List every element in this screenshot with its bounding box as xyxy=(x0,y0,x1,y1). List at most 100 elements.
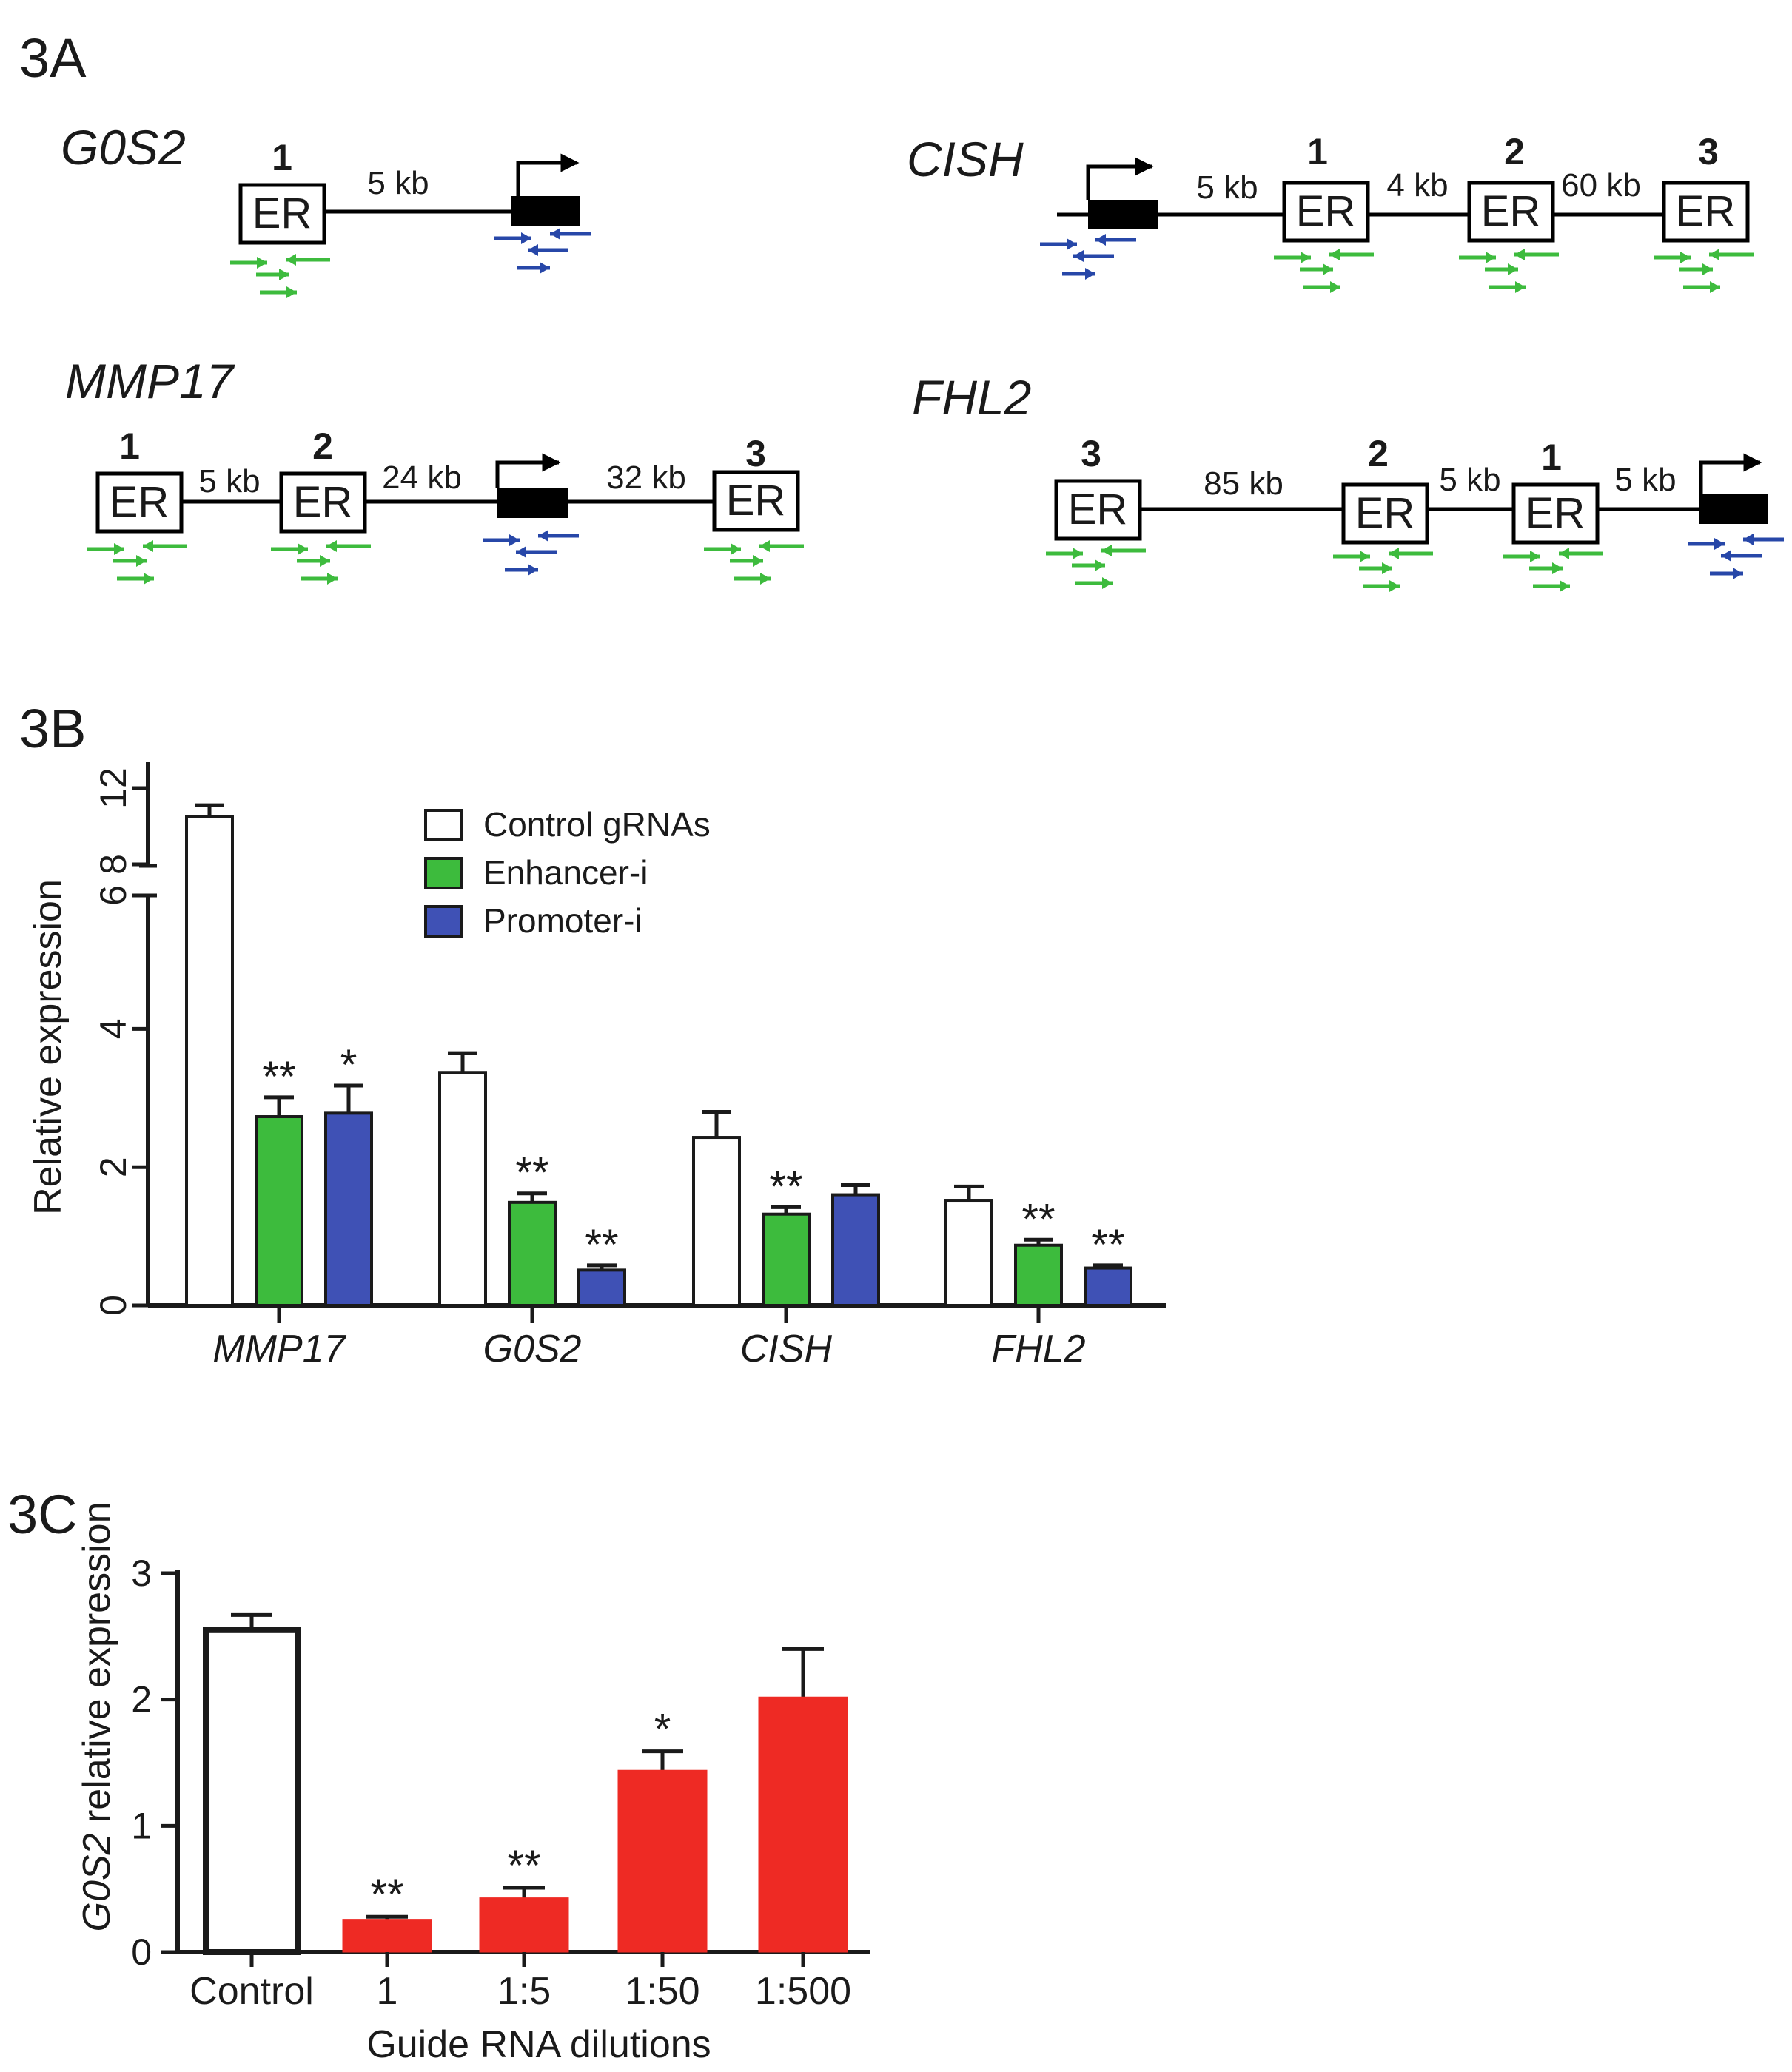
x-tick-label-3b: FHL2 xyxy=(991,1328,1085,1370)
primer-arrow xyxy=(516,546,557,558)
promoter-block xyxy=(511,196,580,226)
y-tick-label-3c: 1 xyxy=(131,1805,152,1846)
x-tick-label-3b: G0S2 xyxy=(483,1328,582,1370)
x-tick-label-3c: 1:500 xyxy=(755,1970,851,2013)
tss-arrow xyxy=(495,453,561,488)
tss-arrow xyxy=(1086,157,1154,200)
primer-arrow xyxy=(1303,281,1340,293)
primer-arrow xyxy=(517,262,550,274)
x-axis-title-3c: Guide RNA dilutions xyxy=(366,2023,711,2066)
enhancer-number: 3 xyxy=(745,433,766,474)
bar-3b xyxy=(185,815,234,1307)
er-label: ER xyxy=(1068,485,1128,534)
primer-arrow xyxy=(759,540,804,552)
primer-arrow xyxy=(286,254,330,266)
primer-arrow xyxy=(505,564,538,576)
x-tick-label-3b: MMP17 xyxy=(212,1328,346,1370)
distance-label: 85 kb xyxy=(1204,465,1283,502)
er-label: ER xyxy=(726,477,786,525)
primer-arrow xyxy=(1389,548,1433,559)
significance-mark-3c: ** xyxy=(507,1842,540,1890)
primer-arrow xyxy=(1514,249,1559,260)
bar-3c xyxy=(479,1897,569,1953)
significance-mark-3b: ** xyxy=(515,1149,548,1197)
enhancer-number: 2 xyxy=(1368,433,1389,474)
enhancer-number: 3 xyxy=(1081,433,1101,474)
primer-arrow xyxy=(117,573,154,585)
x-tick-label-3c: 1 xyxy=(377,1970,398,2013)
locus-g0s2: G0S2 ER 1 5 kb xyxy=(61,120,580,245)
primer-arrow xyxy=(1533,580,1570,592)
y-tick-label-3b: 6 xyxy=(93,885,134,906)
y-tick-label-3b: 2 xyxy=(93,1157,134,1177)
primer-arrow xyxy=(1688,538,1725,550)
y-axis-title-rest: relative expression xyxy=(75,1502,118,1834)
primer-arrow xyxy=(1040,238,1077,250)
primer-arrow xyxy=(1721,550,1762,562)
er-label: ER xyxy=(1481,187,1541,235)
tss-arrow xyxy=(1699,453,1762,494)
significance-mark-3b: ** xyxy=(769,1163,802,1211)
bar-3b xyxy=(944,1199,993,1307)
chart-3c: G0S2 relative expression Guide RNA dilut… xyxy=(75,1502,870,2066)
promoter-block xyxy=(1088,200,1158,229)
significance-mark-3b: ** xyxy=(262,1053,295,1101)
bar-3b xyxy=(255,1115,303,1307)
bar-3b xyxy=(1014,1243,1063,1307)
legend-swatch-3b xyxy=(424,809,463,841)
primer-arrow xyxy=(483,534,520,546)
gene-name-cish: CISH xyxy=(907,132,1024,186)
primer-arrow xyxy=(734,573,771,585)
primer-arrows xyxy=(87,228,1784,592)
primer-arrow xyxy=(1046,548,1083,559)
gene-name-fhl2: FHL2 xyxy=(912,370,1031,425)
primer-arrow xyxy=(1363,580,1400,592)
enhancer-number: 3 xyxy=(1698,131,1719,172)
primer-arrow xyxy=(256,269,289,280)
gene-locus-diagram: G0S2 ER 1 5 kb CISH ER 1 ER 2 ER 3 5 kb … xyxy=(61,120,1784,592)
bar-3c xyxy=(203,1627,301,1956)
bar-3c xyxy=(758,1696,848,1953)
primer-arrow xyxy=(1489,281,1526,293)
primer-arrow xyxy=(538,530,579,542)
y-axis-title-3b: Relative expression xyxy=(27,879,70,1215)
legend-label-3b: Enhancer-i xyxy=(483,853,648,892)
y-tick-label-3b: 12 xyxy=(93,767,134,809)
promoter-block xyxy=(1699,494,1768,524)
significance-mark-3b: * xyxy=(340,1041,358,1089)
legend-swatch-3b xyxy=(424,857,463,889)
primer-arrow xyxy=(1073,250,1114,262)
primer-arrow xyxy=(1300,263,1333,275)
er-label: ER xyxy=(1296,187,1356,235)
distance-label: 5 kb xyxy=(367,165,429,201)
er-label: ER xyxy=(1526,489,1585,537)
locus-mmp17: MMP17 ER 1 ER 2 ER 3 5 kb 24 kb 32 kb xyxy=(65,354,800,534)
primer-arrow xyxy=(1485,263,1518,275)
y-tick-label-3b: 8 xyxy=(93,854,134,875)
primer-arrow xyxy=(301,573,338,585)
er-label: ER xyxy=(1355,489,1415,537)
primer-arrow xyxy=(1359,562,1392,574)
primer-arrow xyxy=(1101,545,1146,556)
primer-arrow xyxy=(1329,249,1374,260)
distance-label: 5 kb xyxy=(198,463,260,500)
enhancer-number: 1 xyxy=(119,426,140,467)
distance-label: 4 kb xyxy=(1386,167,1448,204)
y-axis-title-3c: G0S2 relative expression xyxy=(75,1502,118,1932)
legend-swatch-3b xyxy=(424,905,463,938)
distance-label: 5 kb xyxy=(1196,169,1258,206)
primer-arrow xyxy=(260,286,297,298)
primer-arrow xyxy=(87,543,124,555)
y-tick-label-3b: 4 xyxy=(93,1018,134,1039)
bar-3c xyxy=(617,1769,708,1953)
primer-arrow xyxy=(271,543,308,555)
significance-mark-3b: ** xyxy=(1021,1195,1055,1243)
significance-mark-3b: ** xyxy=(585,1221,618,1269)
bar-3b xyxy=(577,1268,626,1307)
primer-arrow xyxy=(704,543,741,555)
primer-arrow xyxy=(550,228,591,240)
primer-arrow xyxy=(1710,568,1743,579)
bar-3b xyxy=(762,1212,811,1308)
distance-label: 32 kb xyxy=(606,460,686,496)
distance-label: 5 kb xyxy=(1614,462,1676,498)
